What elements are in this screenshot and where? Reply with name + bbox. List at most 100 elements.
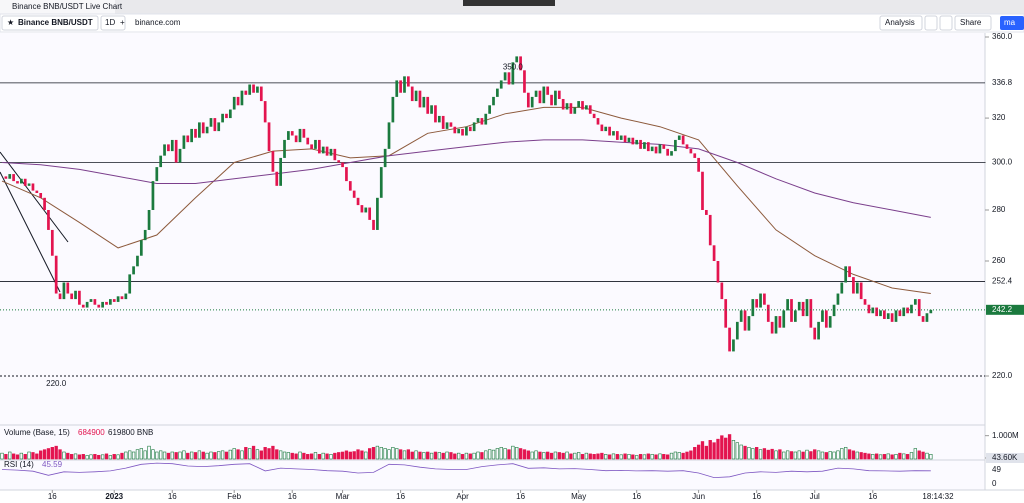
- candle-body: [836, 293, 840, 305]
- blue-button[interactable]: [1000, 16, 1024, 30]
- analysis-box[interactable]: [879, 15, 923, 31]
- icon-button[interactable]: [924, 15, 938, 31]
- volume-bar: [128, 450, 132, 460]
- volume-bar: [108, 455, 113, 460]
- rsi-line: [1, 462, 931, 479]
- volume-bar: [747, 447, 751, 460]
- volume-bar: [669, 452, 674, 460]
- volume-bar: [820, 451, 825, 460]
- candle-body: [910, 304, 913, 314]
- candle-body: [569, 103, 573, 114]
- x-tick-label: 16: [396, 492, 405, 501]
- volume-bar: [789, 451, 794, 460]
- volume-bar: [677, 452, 681, 460]
- plus[interactable]: +: [120, 18, 125, 27]
- source[interactable]: binance.com: [135, 18, 181, 27]
- candle-body: [190, 128, 193, 143]
- volume-bar: [23, 454, 27, 460]
- candle-body: [290, 131, 294, 136]
- volume-bar: [913, 448, 917, 460]
- volume-bar: [549, 452, 554, 460]
- blue-button-label: ma: [1004, 18, 1016, 27]
- volume-bar: [592, 454, 596, 460]
- tab[interactable]: [0, 0, 115, 14]
- candle-body: [720, 282, 724, 300]
- volume-bar: [735, 442, 739, 460]
- volume-bar: [356, 449, 360, 460]
- candle-body: [418, 90, 422, 108]
- candle-body: [759, 293, 762, 308]
- candle-body: [581, 101, 584, 110]
- volume-bar: [286, 452, 291, 460]
- candle-body: [821, 310, 824, 322]
- candle-body: [379, 167, 383, 198]
- volume-bar: [491, 449, 496, 460]
- candle-body: [751, 299, 755, 317]
- volume-bar: [627, 454, 631, 460]
- candle-body: [109, 299, 112, 305]
- candle-body: [35, 190, 39, 193]
- share-box[interactable]: [954, 15, 992, 31]
- volume-bar: [182, 450, 186, 460]
- candle-body: [147, 209, 151, 230]
- candle-body: [747, 316, 751, 331]
- icon-button[interactable]: [939, 15, 953, 31]
- volume-bar: [317, 454, 322, 460]
- volume-bar: [921, 451, 925, 460]
- candle-body: [283, 139, 286, 158]
- volume-bar: [708, 440, 712, 460]
- candle-body: [85, 301, 89, 308]
- volume-bar: [93, 454, 97, 460]
- volume-bar: [507, 449, 511, 460]
- candle-body: [805, 299, 809, 317]
- candle-body: [407, 76, 410, 87]
- symbol-box[interactable]: [1, 15, 99, 31]
- interval-box[interactable]: [100, 15, 126, 31]
- volume-bar: [309, 453, 314, 460]
- candle-body: [441, 115, 445, 129]
- candle-body: [306, 137, 310, 145]
- volume-bar: [42, 449, 47, 460]
- volume-bar: [290, 452, 294, 460]
- volume-bar: [383, 448, 387, 460]
- candle-body: [546, 86, 550, 95]
- candle-body: [894, 310, 898, 322]
- volume-bar: [50, 447, 54, 460]
- volume-bar: [847, 449, 852, 460]
- time-label: 18:14:32: [922, 492, 954, 501]
- volume-bar: [166, 452, 171, 460]
- candle-body: [213, 118, 217, 132]
- volume-bar: [364, 451, 368, 460]
- volume-bar: [797, 450, 801, 460]
- volume-bar: [654, 454, 658, 460]
- volume-bar: [0, 452, 4, 460]
- candle-body: [194, 128, 197, 138]
- volume-bar: [414, 450, 418, 460]
- y-tick-label: 0: [992, 479, 997, 488]
- candle-body: [859, 282, 863, 300]
- volume-bar: [724, 437, 728, 460]
- moving-average: [1, 106, 931, 294]
- candle-body: [499, 80, 503, 89]
- volume-bar: [213, 452, 217, 460]
- candle-body: [221, 113, 224, 123]
- volume-bar: [131, 451, 136, 460]
- volume-bar: [607, 454, 612, 460]
- candle-body: [577, 101, 580, 108]
- volume-bar: [228, 449, 232, 460]
- candle-body: [294, 135, 298, 143]
- volume-bar: [898, 452, 902, 460]
- volume-bar: [929, 454, 933, 460]
- volume-bar: [824, 452, 828, 460]
- candle-body: [855, 282, 859, 294]
- candle-body: [492, 96, 495, 106]
- volume-bar: [197, 450, 202, 460]
- candle-body: [348, 181, 352, 191]
- candle-body: [735, 321, 739, 340]
- volume-bar: [604, 454, 608, 460]
- volume-bar: [464, 452, 469, 460]
- volume-bar: [54, 445, 58, 460]
- candle-body: [465, 126, 468, 136]
- candle-body: [538, 90, 542, 104]
- x-tick-label: Jul: [810, 492, 820, 501]
